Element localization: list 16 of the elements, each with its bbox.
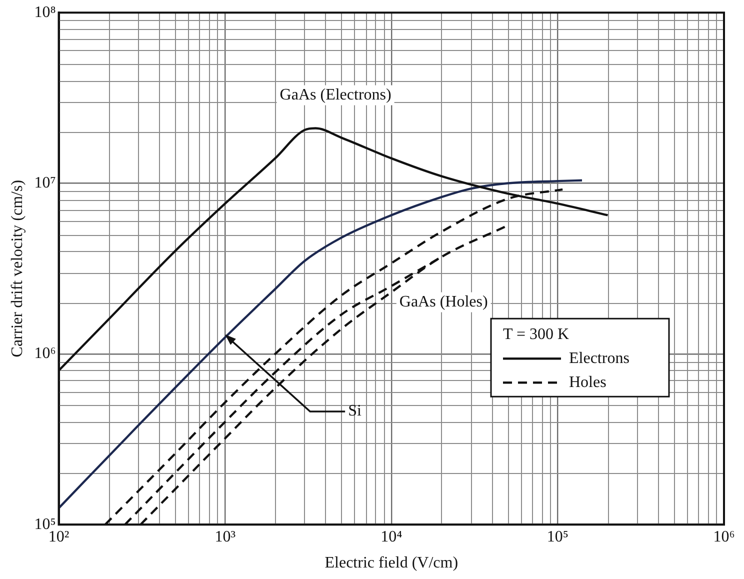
legend-label: Electrons xyxy=(569,350,630,367)
y-axis-title: Carrier drift velocity (cm/s) xyxy=(8,180,26,358)
legend-label: Holes xyxy=(569,374,606,391)
legend-title: T = 300 K xyxy=(503,326,570,343)
y-tick-label: 10⁸ xyxy=(34,4,56,21)
x-tick-label: 10² xyxy=(48,528,70,546)
annotation: Si xyxy=(348,402,362,420)
x-tick-label: 10⁵ xyxy=(546,528,568,546)
y-tick-label: 10⁶ xyxy=(34,345,56,362)
annotation: GaAs (Holes) xyxy=(399,293,488,310)
x-axis-title: Electric field (V/cm) xyxy=(324,554,458,572)
x-tick-label: 10⁶ xyxy=(713,528,735,546)
x-tick-label: 10⁴ xyxy=(380,528,403,546)
y-tick-label: 10⁷ xyxy=(34,174,56,192)
x-tick-label: 10³ xyxy=(214,528,236,546)
annotation: GaAs (Electrons) xyxy=(280,86,392,104)
